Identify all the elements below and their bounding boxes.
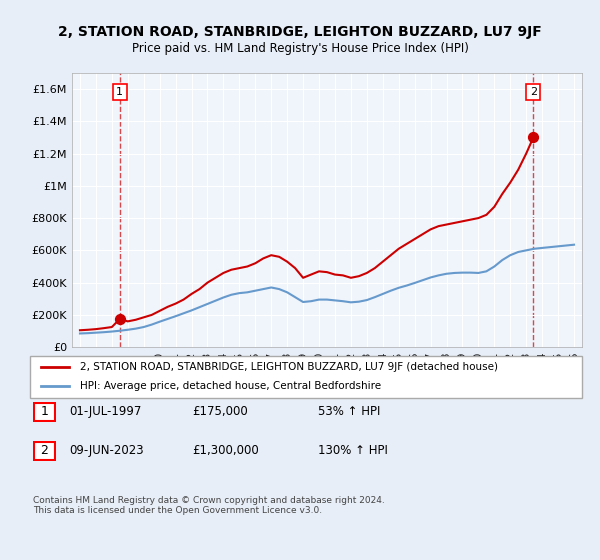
Text: 01-JUL-1997: 01-JUL-1997 [69,405,142,418]
Text: 2: 2 [530,87,537,97]
Text: 130% ↑ HPI: 130% ↑ HPI [318,444,388,458]
Text: 2: 2 [40,444,49,458]
Text: HPI: Average price, detached house, Central Bedfordshire: HPI: Average price, detached house, Cent… [80,381,381,391]
FancyBboxPatch shape [30,356,582,398]
Text: 2, STATION ROAD, STANBRIDGE, LEIGHTON BUZZARD, LU7 9JF (detached house): 2, STATION ROAD, STANBRIDGE, LEIGHTON BU… [80,362,497,372]
Text: 53% ↑ HPI: 53% ↑ HPI [318,405,380,418]
Text: 09-JUN-2023: 09-JUN-2023 [69,444,143,458]
FancyBboxPatch shape [34,403,55,421]
Text: Contains HM Land Registry data © Crown copyright and database right 2024.
This d: Contains HM Land Registry data © Crown c… [33,496,385,515]
Text: Price paid vs. HM Land Registry's House Price Index (HPI): Price paid vs. HM Land Registry's House … [131,42,469,55]
Text: 1: 1 [40,405,49,418]
Text: 2, STATION ROAD, STANBRIDGE, LEIGHTON BUZZARD, LU7 9JF: 2, STATION ROAD, STANBRIDGE, LEIGHTON BU… [58,25,542,39]
FancyBboxPatch shape [34,442,55,460]
Text: 1: 1 [116,87,124,97]
Text: £175,000: £175,000 [192,405,248,418]
Point [529,133,538,142]
Text: £1,300,000: £1,300,000 [192,444,259,458]
Point [115,315,125,324]
